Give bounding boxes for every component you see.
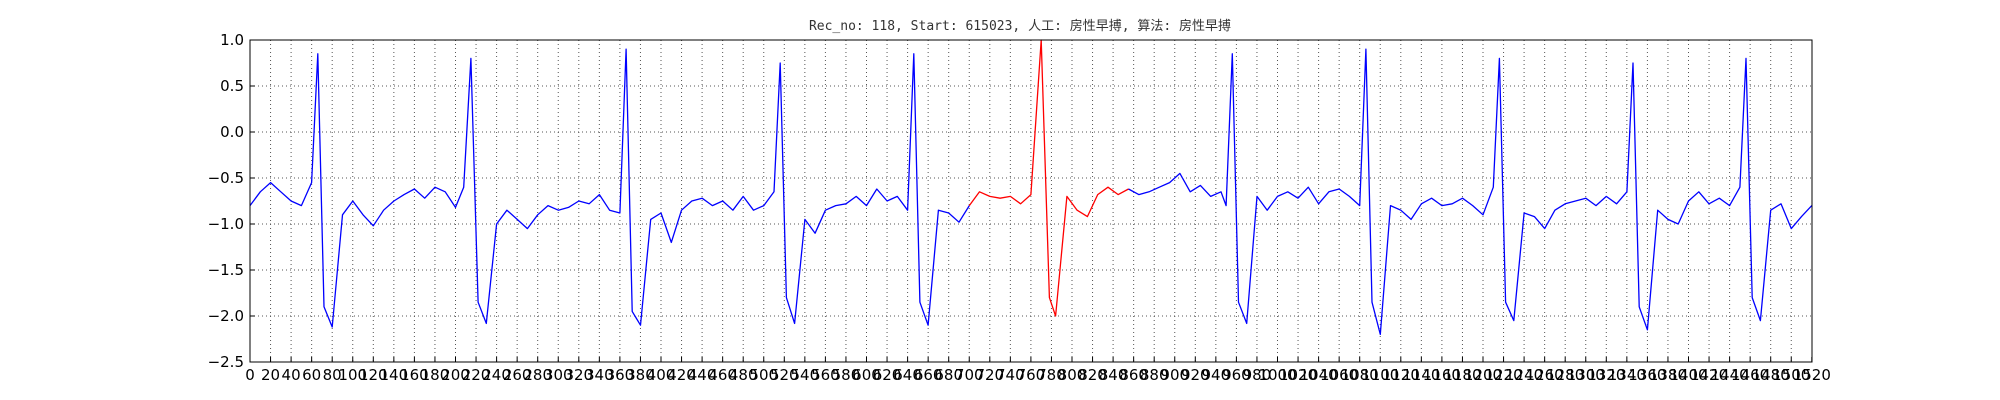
x-tick-label: 1520: [1793, 366, 1831, 384]
x-tick-label: 1040: [1300, 366, 1338, 384]
x-tick-label: 720: [975, 366, 1004, 384]
x-tick-label: 1280: [1546, 366, 1584, 384]
x-tick-label: 420: [667, 366, 696, 384]
x-tick-label: 1000: [1258, 366, 1296, 384]
x-tick-label: 1420: [1690, 366, 1728, 384]
x-tick-label: 520: [770, 366, 799, 384]
x-tick-label: 600: [852, 366, 881, 384]
x-tick-label: 340: [585, 366, 614, 384]
x-tick-label: 1360: [1628, 366, 1666, 384]
x-tick-label: 960: [1222, 366, 1251, 384]
x-tick-label: 1140: [1402, 366, 1440, 384]
x-tick-label: 880: [1140, 366, 1169, 384]
x-tick-label: 780: [1037, 366, 1066, 384]
x-tick-label: 320: [564, 366, 593, 384]
x-tick-label: 740: [996, 366, 1025, 384]
x-tick-label: 1300: [1567, 366, 1605, 384]
x-tick-label: 200: [441, 366, 470, 384]
x-tick-label: 360: [606, 366, 635, 384]
x-tick-label: 1460: [1731, 366, 1769, 384]
y-tick-label: 1.0: [220, 31, 244, 49]
x-tick-label: 80: [323, 366, 342, 384]
x-tick-label: 800: [1058, 366, 1087, 384]
x-tick-label: 180: [421, 366, 450, 384]
x-tick-label: 1160: [1423, 366, 1461, 384]
x-tick-label: 1480: [1752, 366, 1790, 384]
x-tick-label: 240: [482, 366, 511, 384]
x-tick-label: 1180: [1443, 366, 1481, 384]
x-axis-ticks: 0 20 40 60 801001201401601802002202402602803…: [245, 357, 1831, 384]
x-tick-label: 1060: [1320, 366, 1358, 384]
x-tick-label: 100: [338, 366, 367, 384]
x-tick-label: 1380: [1649, 366, 1687, 384]
x-tick-label: 640: [893, 366, 922, 384]
x-tick-label: 400: [647, 366, 676, 384]
x-tick-label: 760: [1017, 366, 1046, 384]
x-tick-label: 220: [462, 366, 491, 384]
y-tick-label: 0.5: [220, 77, 244, 95]
x-tick-label: 860: [1119, 366, 1148, 384]
x-tick-label: 380: [626, 366, 655, 384]
x-tick-label: 1100: [1361, 366, 1399, 384]
x-tick-label: 0: [245, 366, 255, 384]
x-tick-label: 1240: [1505, 366, 1543, 384]
x-tick-label: 1220: [1484, 366, 1522, 384]
x-tick-label: 840: [1099, 366, 1128, 384]
x-tick-label: 700: [955, 366, 984, 384]
chart-title: Rec_no: 118, Start: 615023, 人工: 房性早搏, 算法…: [809, 18, 1231, 34]
x-tick-label: 500: [749, 366, 778, 384]
y-tick-label: −1.5: [208, 261, 244, 279]
x-tick-label: 1340: [1608, 366, 1646, 384]
ecg-series-line-1: [968, 39, 1129, 317]
x-tick-label: 820: [1078, 366, 1107, 384]
x-tick-label: 20: [261, 366, 280, 384]
x-tick-label: 160: [400, 366, 429, 384]
x-tick-label: 560: [811, 366, 840, 384]
y-tick-label: −0.5: [208, 169, 244, 187]
x-tick-label: 920: [1181, 366, 1210, 384]
x-tick-label: 460: [708, 366, 737, 384]
ecg-series-line-0: [249, 48, 970, 328]
x-tick-label: 900: [1160, 366, 1189, 384]
y-tick-label: −1.0: [208, 215, 244, 233]
x-tick-label: 120: [359, 366, 388, 384]
x-tick-label: 1440: [1711, 366, 1749, 384]
x-tick-label: 1500: [1772, 366, 1810, 384]
x-tick-label: 260: [503, 366, 532, 384]
x-tick-label: 1320: [1587, 366, 1625, 384]
x-tick-label: 480: [729, 366, 758, 384]
ecg-series-line-2: [1128, 48, 1813, 336]
x-tick-label: 660: [914, 366, 943, 384]
x-tick-label: 940: [1202, 366, 1231, 384]
y-tick-label: −2.0: [208, 307, 244, 325]
y-axis-ticks: 1.0 0.5 0.0 −0.5 −1.0 −1.5 −2.0 −2.5: [208, 31, 255, 371]
x-tick-label: 1400: [1669, 366, 1707, 384]
x-tick-label: 1120: [1382, 366, 1420, 384]
x-tick-label: 40: [282, 366, 301, 384]
x-tick-label: 1020: [1279, 366, 1317, 384]
x-tick-label: 1080: [1341, 366, 1379, 384]
x-tick-label: 1200: [1464, 366, 1502, 384]
y-tick-label: 0.0: [220, 123, 244, 141]
x-tick-label: 680: [934, 366, 963, 384]
x-tick-label: 280: [523, 366, 552, 384]
x-tick-label: 140: [380, 366, 409, 384]
x-tick-label: 580: [832, 366, 861, 384]
x-tick-label: 300: [544, 366, 573, 384]
grid-lines: [250, 40, 1812, 362]
x-tick-label: 980: [1243, 366, 1272, 384]
x-tick-label: 1260: [1526, 366, 1564, 384]
y-tick-label: −2.5: [208, 353, 244, 371]
x-tick-label: 540: [791, 366, 820, 384]
x-tick-label: 620: [873, 366, 902, 384]
series-layer: [249, 39, 1813, 336]
x-tick-label: 60: [302, 366, 321, 384]
x-tick-label: 440: [688, 366, 717, 384]
